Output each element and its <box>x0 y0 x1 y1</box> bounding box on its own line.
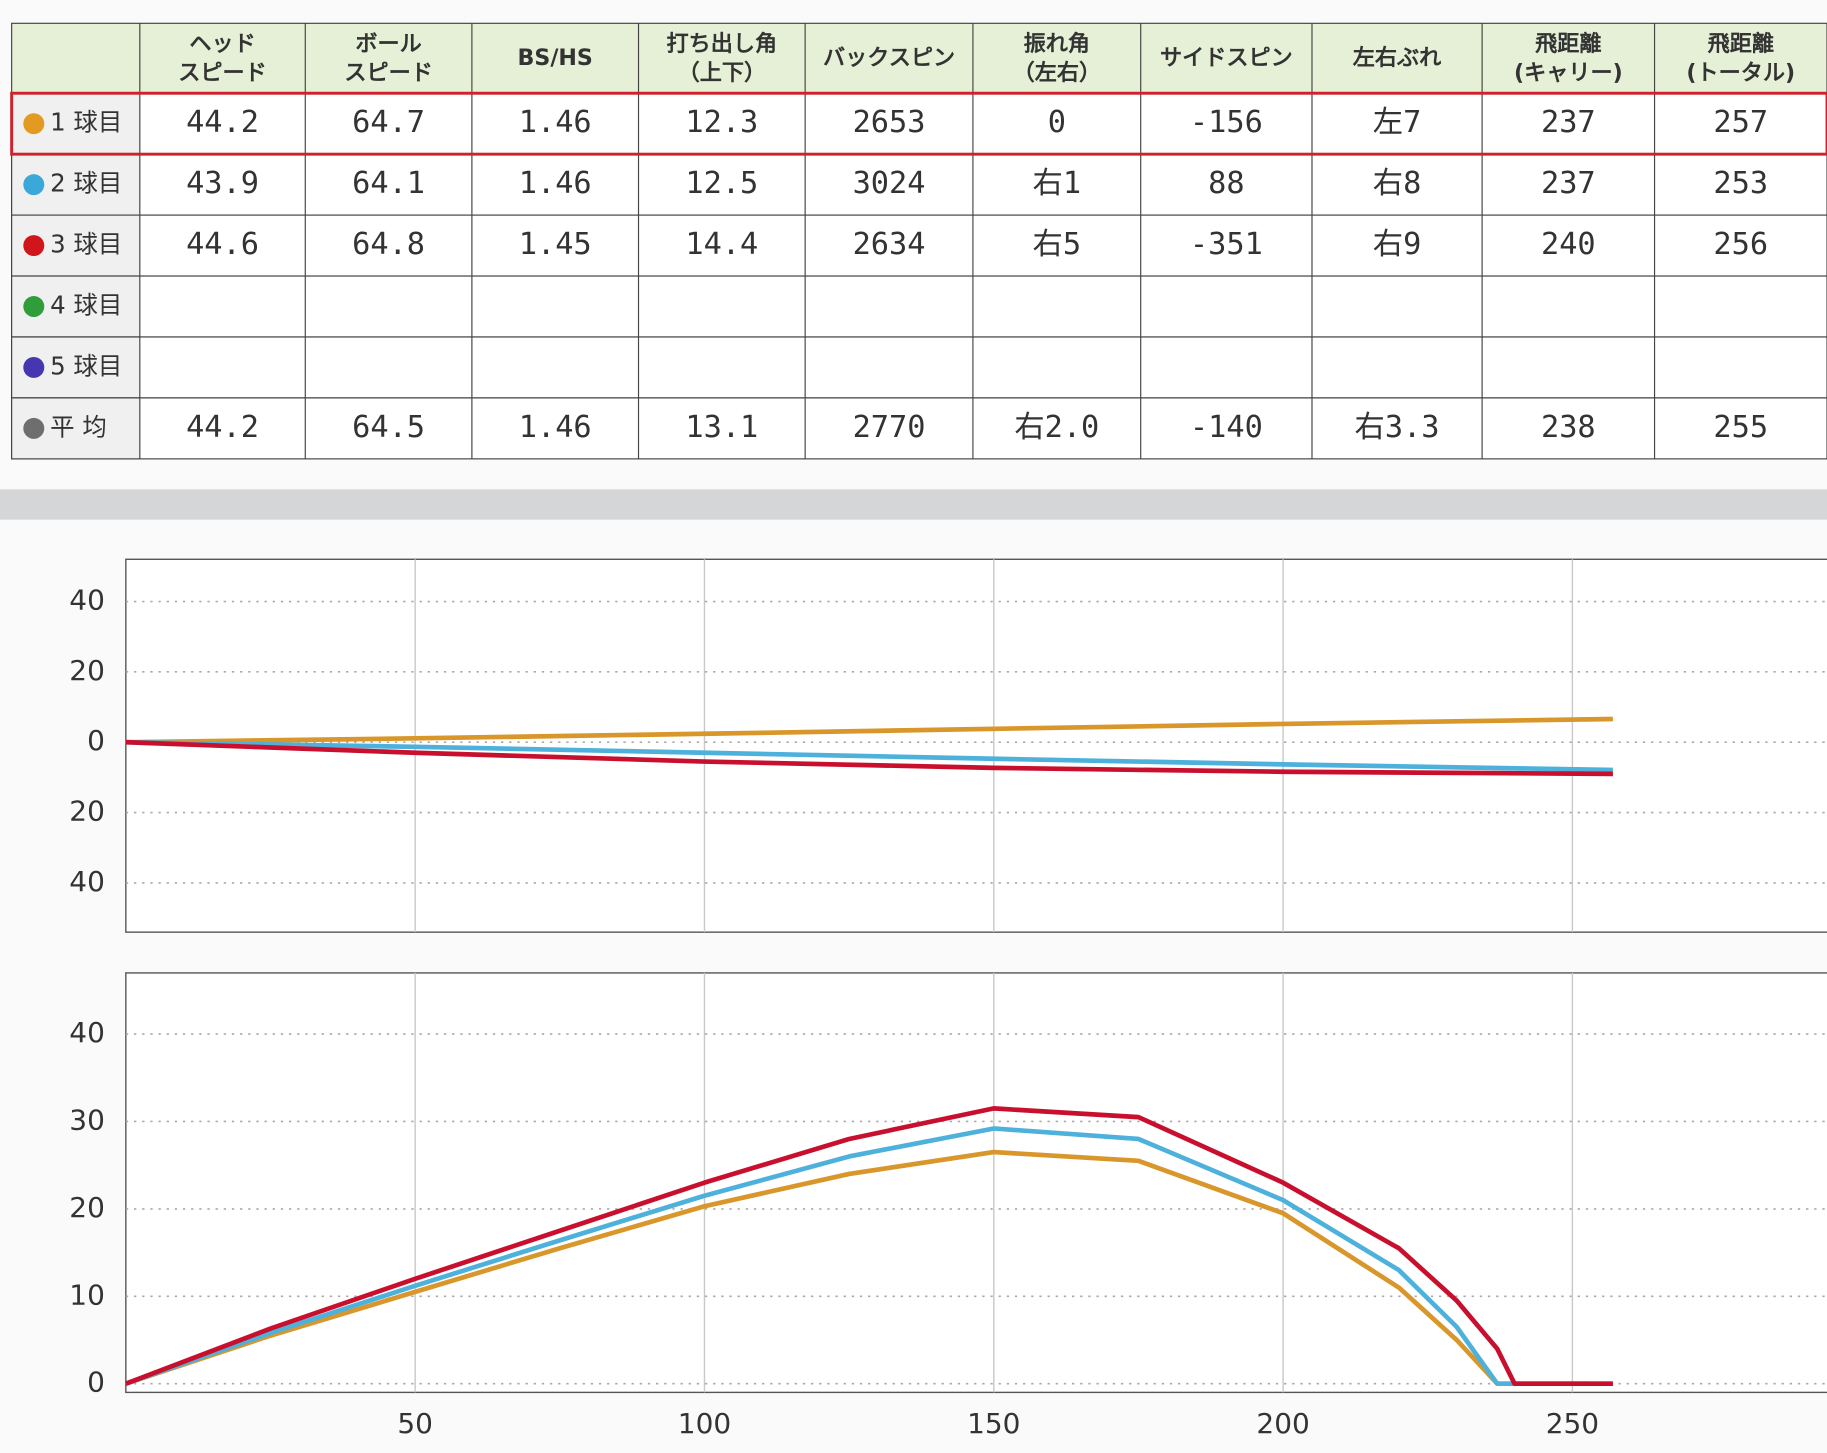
x-tick-label: 50 <box>397 1407 433 1440</box>
header-label: ボール <box>355 31 421 57</box>
y-tick-label: 10 <box>69 1278 105 1311</box>
series-line <box>125 739 1613 777</box>
header-label: (キャリー) <box>1514 60 1623 86</box>
cell-value: 1.46 <box>519 166 592 201</box>
series-line <box>125 716 1613 745</box>
cell-value: -156 <box>1190 105 1263 140</box>
row <box>11 336 1827 399</box>
cell-value: 237 <box>1541 105 1596 140</box>
cell-value: 右3.3 <box>1355 410 1440 445</box>
row-marker <box>23 356 45 378</box>
cell-value: 右1 <box>1033 166 1082 201</box>
cell-value: 44.2 <box>186 105 259 140</box>
header-row <box>11 22 1827 94</box>
cell-value: 237 <box>1541 166 1596 201</box>
cell-value: 44.2 <box>186 410 259 445</box>
y-tick-label: 0 <box>87 724 105 757</box>
header-label: スピード <box>344 60 433 86</box>
header-label: スピード <box>178 60 266 86</box>
series-line <box>125 1126 1590 1386</box>
cell-value: 0 <box>1048 105 1066 140</box>
series-line <box>125 739 1613 773</box>
row-marker <box>23 113 45 135</box>
plot-area <box>125 972 1827 1394</box>
y-tick-label: 20 <box>69 654 105 687</box>
cell-value: 240 <box>1541 227 1596 262</box>
cell-value: 1.46 <box>519 105 592 140</box>
row <box>11 397 1827 460</box>
x-tick-label: 150 <box>967 1407 1020 1440</box>
cell-value: 14.4 <box>685 227 758 262</box>
y-tick-label: 20 <box>69 1191 105 1224</box>
row-marker <box>23 235 45 257</box>
x-tick-label: 250 <box>1546 1407 1599 1440</box>
cell-value: 右5 <box>1033 227 1082 262</box>
series-line <box>125 1106 1613 1386</box>
cell-value: 44.6 <box>186 227 259 262</box>
cell-value: 43.9 <box>186 166 259 201</box>
y-tick-label: 40 <box>69 1016 105 1049</box>
cell-value: 64.1 <box>352 166 425 201</box>
cell-value: 右8 <box>1373 166 1422 201</box>
row-label: 3 球目 <box>50 230 122 259</box>
row-label: 2 球目 <box>50 169 122 198</box>
header-label: BS/HS <box>518 45 593 71</box>
header-label: バックスピン <box>823 45 955 71</box>
cell-value: 1.46 <box>519 410 592 445</box>
selected-row-outline <box>10 91 1827 156</box>
header-label: (トータル) <box>1686 60 1795 86</box>
y-tick-label: 40 <box>69 584 105 617</box>
row-marker <box>23 296 45 317</box>
cell-value: 256 <box>1713 227 1768 262</box>
cell-value: 257 <box>1713 105 1768 140</box>
header-label: （上下） <box>678 60 767 86</box>
header-label: 飛距離 <box>1535 31 1601 57</box>
cell-value: 1.45 <box>519 227 592 262</box>
y-tick-label: 20 <box>69 795 105 828</box>
row-label: 4 球目 <box>50 291 122 320</box>
cell-value: 右9 <box>1373 227 1422 262</box>
header-label: （左右） <box>1013 60 1102 86</box>
cell-value: -351 <box>1190 227 1263 262</box>
cell-value: 12.5 <box>685 166 758 201</box>
header-label: 振れ角 <box>1024 31 1090 57</box>
cell-value: 3024 <box>853 166 926 201</box>
cell-value: 64.7 <box>352 105 425 140</box>
header-label: 左右ぶれ <box>1353 45 1441 71</box>
row-marker <box>23 417 45 439</box>
row-marker <box>23 174 45 196</box>
x-tick-label: 200 <box>1256 1407 1309 1440</box>
cell-value: 2634 <box>853 227 926 262</box>
cell-value: 13.1 <box>685 410 758 445</box>
y-tick-label: 30 <box>69 1103 105 1136</box>
cell-value: 64.8 <box>352 227 425 262</box>
separator <box>0 489 1827 520</box>
cell-value: 255 <box>1713 410 1768 445</box>
cell-value: 左7 <box>1373 105 1422 140</box>
cell-value: 253 <box>1713 166 1768 201</box>
y-tick-label: 40 <box>69 865 105 898</box>
y-tick-label: 0 <box>87 1366 105 1399</box>
cell-value: 64.5 <box>352 410 425 445</box>
cell-value: 238 <box>1541 410 1596 445</box>
cell-value: 88 <box>1208 166 1244 201</box>
header-label: ヘッド <box>189 31 255 57</box>
row <box>11 214 1827 277</box>
row-label: 5 球目 <box>50 351 122 380</box>
cell-value: -140 <box>1190 410 1263 445</box>
header-label: サイドスピン <box>1160 45 1293 71</box>
cell-value: 右2.0 <box>1014 410 1099 445</box>
header-label: 打ち出し角 <box>667 31 778 57</box>
cell-value: 2770 <box>853 410 926 445</box>
cell-value: 12.3 <box>685 105 758 140</box>
header-label: 飛距離 <box>1708 31 1774 57</box>
x-tick-label: 100 <box>678 1407 731 1440</box>
row-label: 平 均 <box>50 412 107 441</box>
row <box>11 275 1827 338</box>
cell-value: 2653 <box>853 105 926 140</box>
row-label: 1 球目 <box>50 108 122 137</box>
